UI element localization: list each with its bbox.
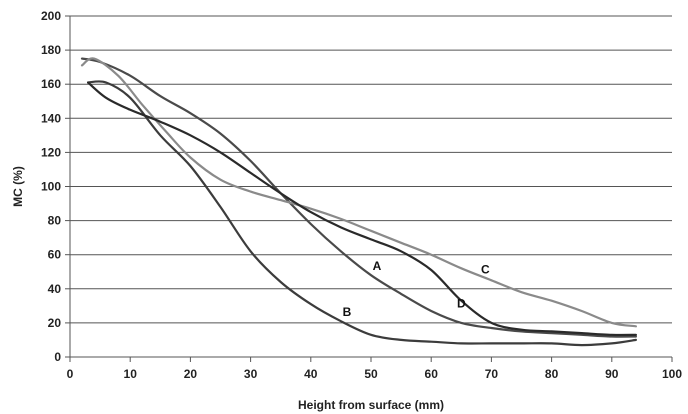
- y-tick-label: 160: [41, 77, 61, 91]
- axis-layer: 0 20 40 60 80 100 120 140 160 180 200 0 10 20 30 40 50 60…: [41, 9, 682, 381]
- x-tick-label: 10: [124, 367, 138, 381]
- series-label-c: C: [481, 262, 490, 276]
- series-layer: [80, 57, 637, 347]
- x-tick-label: 50: [364, 367, 378, 381]
- x-tick-label: 60: [425, 367, 439, 381]
- label-layer: A B C D: [343, 259, 490, 319]
- x-axis-title: Height from surface (mm): [298, 398, 444, 412]
- y-tick-label: 60: [48, 248, 62, 262]
- y-tick-label: 140: [41, 111, 61, 125]
- series-label-b: B: [343, 305, 352, 319]
- series-line-d: [87, 81, 637, 337]
- x-tick-label: 70: [485, 367, 499, 381]
- series-label-d: D: [457, 297, 466, 311]
- y-tick-label: 40: [48, 282, 62, 296]
- y-tick-label: 120: [41, 145, 61, 159]
- y-tick-label: 100: [41, 180, 61, 194]
- y-tick-label: 200: [41, 9, 61, 23]
- series-line-a: [80, 57, 637, 338]
- series-line-b: [87, 80, 637, 347]
- y-tick-label: 0: [54, 350, 61, 364]
- y-tick-label: 80: [48, 214, 62, 228]
- series-label-a: A: [373, 259, 382, 273]
- x-tick-label: 20: [184, 367, 198, 381]
- x-tick-label: 40: [304, 367, 318, 381]
- y-tick-label: 20: [48, 316, 62, 330]
- x-tick-label: 100: [662, 367, 682, 381]
- x-tick-label: 0: [67, 367, 74, 381]
- x-tick-label: 30: [244, 367, 258, 381]
- x-tick-label: 80: [545, 367, 559, 381]
- x-tick-label: 90: [605, 367, 619, 381]
- series-line-c: [80, 57, 637, 328]
- grid-layer: [70, 15, 672, 324]
- y-axis-title: MC (%): [11, 166, 25, 207]
- y-tick-label: 180: [41, 43, 61, 57]
